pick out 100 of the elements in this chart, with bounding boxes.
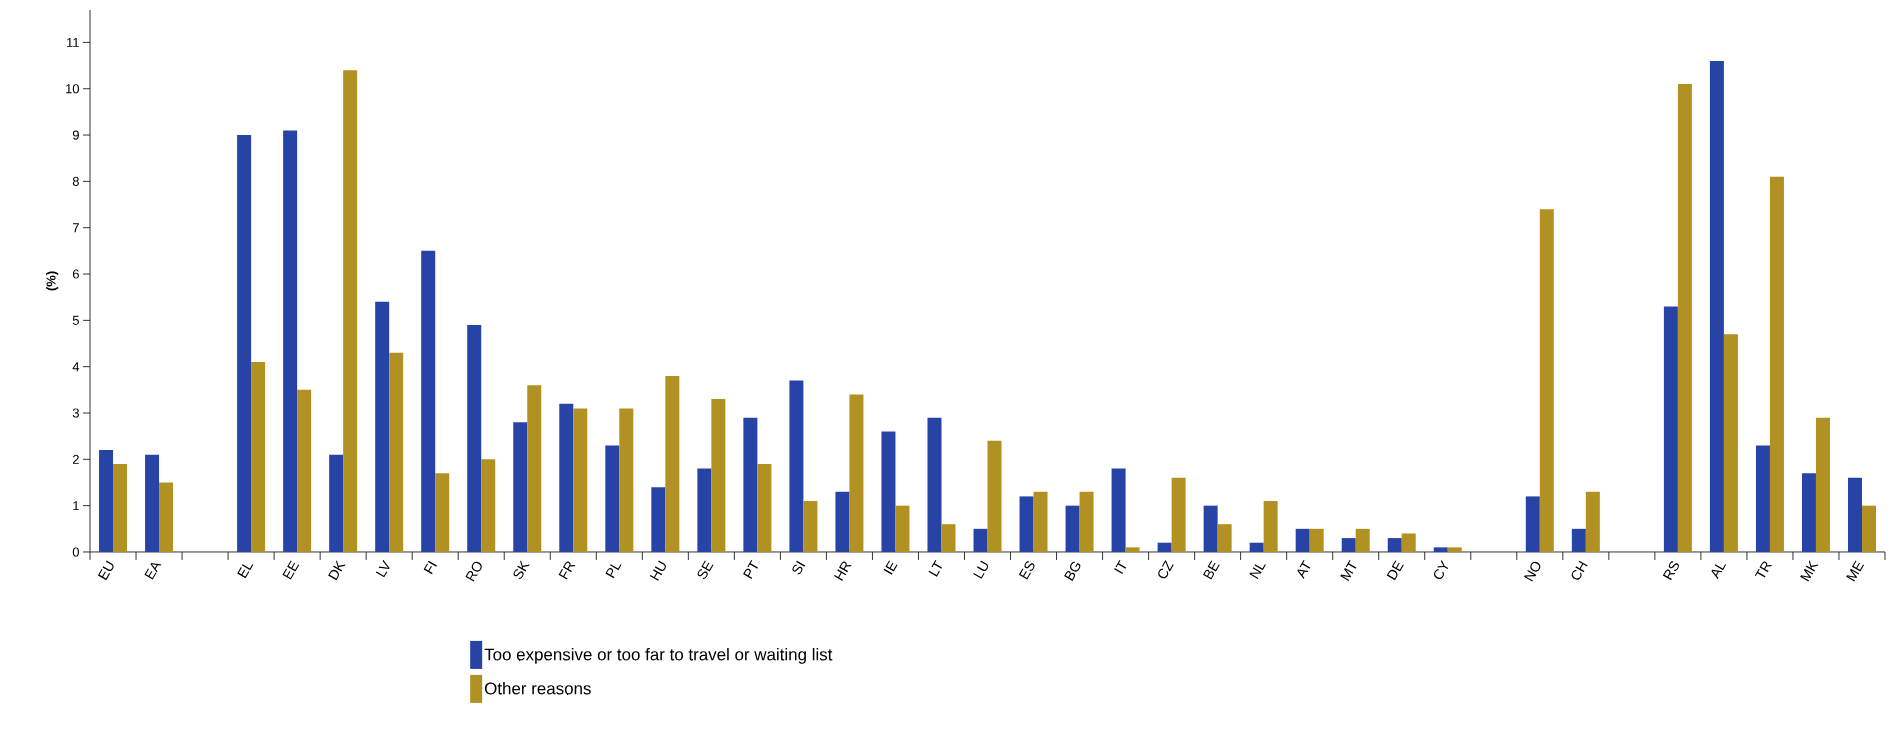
- bar: [513, 422, 528, 552]
- x-tick-label: LV: [375, 559, 390, 578]
- bar: [1433, 547, 1448, 552]
- bar: [329, 454, 344, 552]
- x-tick-label: SK: [513, 560, 530, 579]
- bar: [1355, 528, 1370, 552]
- y-axis-title: (%): [46, 271, 59, 291]
- x-tick-label: LU: [973, 560, 989, 579]
- x-tick-label: NL: [1249, 564, 1266, 579]
- bar: [435, 473, 450, 552]
- x-tick-label: PL: [605, 564, 622, 579]
- bar: [927, 417, 942, 552]
- x-tick-label: IE: [883, 560, 898, 575]
- bar: [283, 130, 298, 552]
- bar: [1585, 491, 1600, 552]
- bar: [113, 463, 128, 552]
- x-tick-label: CY: [1433, 559, 1449, 580]
- bar: [375, 301, 390, 552]
- legend-label: Too expensive or too far to travel or waiting list: [484, 648, 833, 664]
- bar: [145, 454, 160, 552]
- x-tick-label: PT: [743, 559, 758, 579]
- bar: [1801, 473, 1816, 552]
- bar: [1309, 528, 1324, 552]
- bar: [297, 389, 312, 552]
- x-tick-label: ES: [1018, 561, 1035, 580]
- x-tick-label: NO: [1524, 561, 1541, 582]
- bar: [605, 445, 620, 552]
- x-tick-label: HU: [649, 560, 666, 581]
- bar: [1341, 538, 1356, 552]
- x-tick-label: BG: [1064, 561, 1081, 581]
- x-tick-label: FR: [558, 561, 576, 580]
- bar: [1125, 547, 1140, 552]
- bar: [1171, 477, 1186, 552]
- bar: [835, 491, 850, 552]
- bar: [1263, 501, 1278, 552]
- bar: [665, 375, 680, 552]
- bar: [1571, 528, 1586, 552]
- y-tick-label: 3: [72, 408, 79, 418]
- y-tick-label: 6: [72, 269, 79, 279]
- bar: [1677, 84, 1692, 552]
- bar: [711, 399, 726, 552]
- y-tick-label: 8: [72, 176, 79, 186]
- bar: [697, 468, 712, 552]
- x-tick-label: HR: [834, 561, 852, 581]
- y-tick-label: 1: [73, 501, 79, 511]
- bar: [1157, 542, 1172, 552]
- x-tick-label: EL: [237, 564, 254, 579]
- x-tick-label: SE: [697, 560, 714, 579]
- x-tick-label: RO: [465, 561, 482, 582]
- bar: [973, 528, 988, 552]
- bar: [1861, 505, 1876, 552]
- bar: [1295, 528, 1310, 552]
- x-tick-label: RS: [1662, 561, 1679, 581]
- y-tick-label: 9: [72, 130, 79, 140]
- bar: [237, 135, 252, 552]
- bar: [389, 352, 404, 552]
- bar: [559, 403, 574, 552]
- bar: [1539, 209, 1554, 552]
- bar: [1401, 533, 1416, 552]
- bar: [1755, 445, 1770, 552]
- legend-label: Other reasons: [484, 682, 591, 695]
- x-tick-label: EU: [97, 560, 114, 581]
- x-tick-label: CZ: [1158, 560, 1174, 579]
- bar: [1203, 505, 1218, 552]
- x-tick-label: IT: [1114, 559, 1127, 575]
- bar: [1019, 496, 1034, 552]
- y-tick-label: 11: [67, 37, 79, 47]
- bar: [1249, 542, 1264, 552]
- bar: [421, 250, 436, 552]
- bar: [527, 385, 542, 552]
- x-tick-label: EE: [282, 560, 300, 580]
- bar: [251, 362, 266, 552]
- bar: [1217, 524, 1232, 552]
- bar: [1815, 417, 1830, 552]
- x-tick-label: AT: [1297, 559, 1311, 579]
- y-tick-label: 2: [72, 454, 79, 464]
- bar: [941, 524, 956, 552]
- bar: [1065, 505, 1080, 552]
- bar: [1387, 538, 1402, 552]
- bar: [159, 482, 174, 552]
- x-tick-label: TR: [1754, 561, 1772, 578]
- bar: [1033, 491, 1048, 552]
- bar: [1847, 477, 1862, 552]
- bar: [803, 501, 818, 552]
- bar: [881, 431, 896, 552]
- y-tick-label: 10: [66, 84, 79, 94]
- y-tick-label: 5: [72, 315, 79, 325]
- x-tick-label: ME: [1846, 560, 1865, 582]
- x-tick-label: SI: [792, 560, 806, 575]
- x-tick-label: BE: [1202, 560, 1220, 580]
- bar: [651, 487, 666, 552]
- bar: [619, 408, 634, 552]
- x-tick-label: DE: [1386, 560, 1404, 581]
- bar: [1525, 496, 1540, 552]
- bar: [1723, 334, 1738, 552]
- bar: [987, 440, 1002, 552]
- x-tick-label: EA: [144, 562, 162, 580]
- bar: [1709, 60, 1724, 552]
- y-tick-label: 7: [72, 223, 79, 233]
- bar: [1447, 547, 1462, 552]
